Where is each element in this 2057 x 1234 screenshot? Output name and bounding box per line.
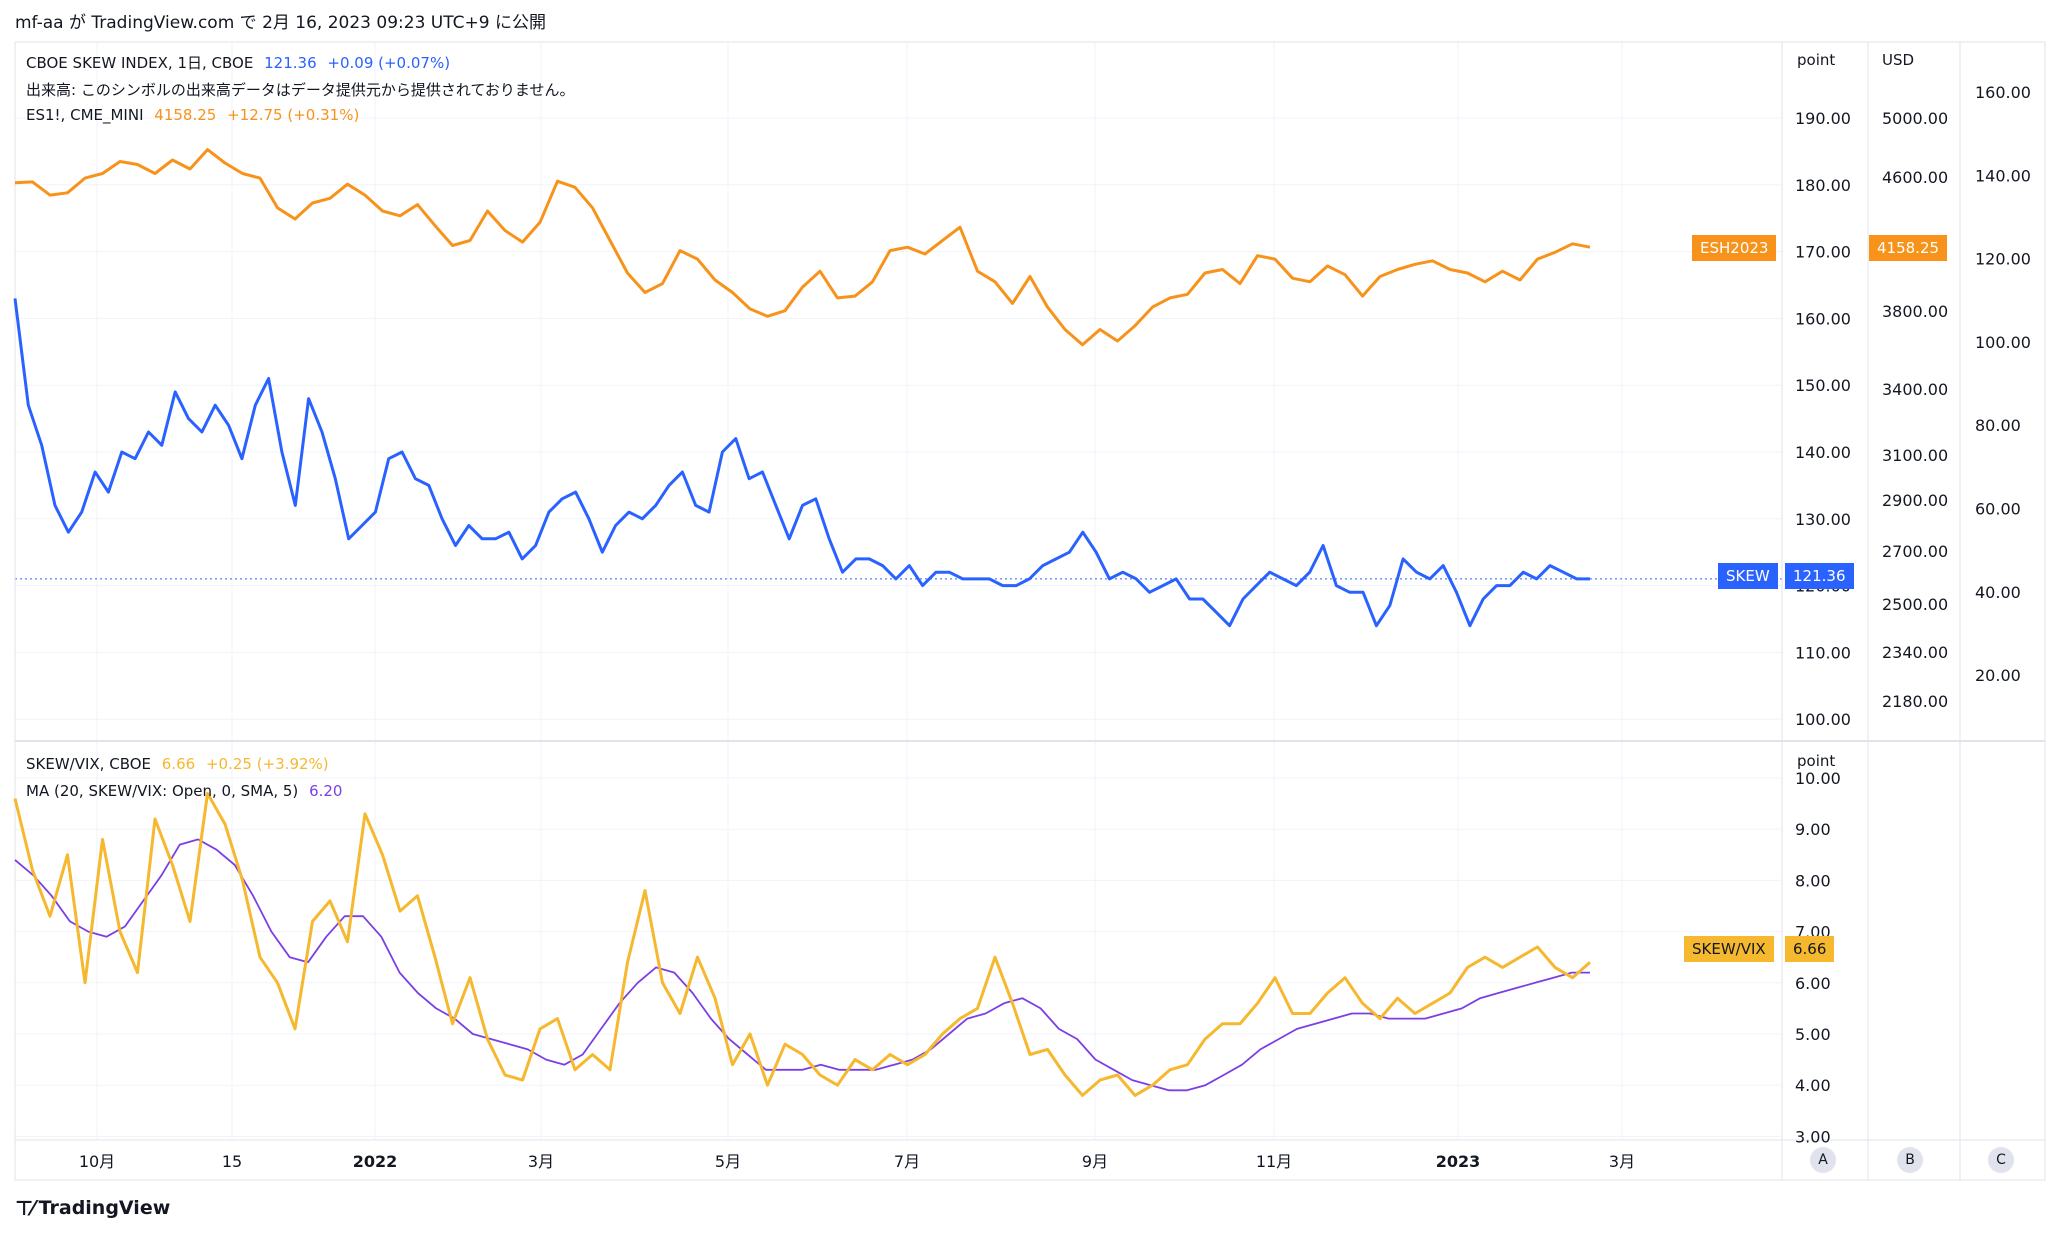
x-tick-label: 2023: [1436, 1152, 1481, 1171]
y-tick-third: 60.00: [1975, 500, 2021, 519]
skew-label-tag: SKEW: [1718, 563, 1778, 589]
legend-ma[interactable]: MA (20, SKEW/VIX: Open, 0, SMA, 5) 6.20: [26, 782, 348, 800]
legend-skew-price: 121.36: [264, 54, 317, 72]
y-tick-third: 120.00: [1975, 250, 2031, 269]
outer-frame: [14, 41, 2046, 1181]
legend-volume-note: 出来高: このシンボルの出来高データはデータ提供元から提供されておりません。: [26, 81, 575, 99]
y-tick-usd: 5000.00: [1882, 109, 1948, 128]
tradingview-logo-text: TradingView: [38, 1197, 171, 1219]
y-tick-point: 150.00: [1795, 376, 1851, 395]
legend-es-price: 4158.25: [154, 106, 217, 124]
y-tick-third: 160.00: [1975, 83, 2031, 102]
x-tick-label: 10月: [79, 1152, 115, 1171]
y-tick-lower: 8.00: [1795, 871, 1831, 890]
axis-title-point-lower: point: [1797, 752, 1836, 770]
legend-es-change: +12.75 (+0.31%): [227, 106, 360, 124]
series-group: [13, 148, 1591, 1097]
y-tick-point: 140.00: [1795, 443, 1851, 462]
axis-title-point: point: [1797, 51, 1836, 69]
y-tick-lower: 9.00: [1795, 820, 1831, 839]
legend-skew[interactable]: CBOE SKEW INDEX, 1日, CBOE 121.36 +0.09 (…: [26, 52, 456, 73]
x-tick-label: 5月: [715, 1152, 741, 1171]
es-label-tag: ESH2023: [1692, 235, 1777, 261]
legend-es[interactable]: ES1!, CME_MINI 4158.25 +12.75 (+0.31%): [26, 106, 365, 124]
y-tick-third: 100.00: [1975, 333, 2031, 352]
y-tick-usd: 2180.00: [1882, 692, 1948, 711]
legend-ratio-name: SKEW/VIX, CBOE: [26, 755, 152, 773]
x-tick-label: 3月: [528, 1152, 554, 1171]
y-tick-point: 190.00: [1795, 109, 1851, 128]
tradingview-logo-icon: ⊤⁄: [15, 1196, 35, 1220]
y-tick-lower: 10.00: [1795, 769, 1841, 788]
x-tick-label: 15: [222, 1152, 242, 1171]
y-tick-point: 180.00: [1795, 176, 1851, 195]
scale-button-c[interactable]: C: [1988, 1147, 2014, 1173]
ratio-line: [13, 791, 1591, 1097]
y-tick-lower: 4.00: [1795, 1076, 1831, 1095]
scale-button-a[interactable]: A: [1810, 1147, 1836, 1173]
grid-lines: [15, 42, 1782, 1140]
skew-line: [13, 298, 1590, 628]
y-tick-point: 110.00: [1795, 643, 1851, 662]
legend-es-name: ES1!, CME_MINI: [26, 106, 144, 124]
y-tick-third: 140.00: [1975, 166, 2031, 185]
legend-ratio-price: 6.66: [161, 755, 196, 773]
y-tick-third: 20.00: [1975, 666, 2021, 685]
y-tick-usd: 4600.00: [1882, 168, 1948, 187]
chart-frames: [14, 41, 2046, 1181]
ratio-label-tag: SKEW/VIX: [1684, 936, 1774, 962]
ratio-value-tag: 6.66: [1785, 936, 1835, 962]
y-tick-third: 80.00: [1975, 416, 2021, 435]
scale-button-b[interactable]: B: [1897, 1147, 1923, 1173]
x-tick-label: 11月: [1256, 1152, 1292, 1171]
y-tick-usd: 2900.00: [1882, 491, 1948, 510]
y-tick-lower: 3.00: [1795, 1127, 1831, 1146]
y-tick-usd: 3400.00: [1882, 380, 1948, 399]
y-tick-point: 160.00: [1795, 309, 1851, 328]
x-tick-label: 7月: [894, 1152, 920, 1171]
legend-ratio[interactable]: SKEW/VIX, CBOE 6.66 +0.25 (+3.92%): [26, 755, 335, 773]
es-value-tag: 4158.25: [1869, 235, 1948, 261]
y-tick-point: 100.00: [1795, 710, 1851, 729]
legend-ratio-change: +0.25 (+3.92%): [205, 755, 329, 773]
x-tick-label: 3月: [1609, 1152, 1635, 1171]
y-tick-lower: 5.00: [1795, 1025, 1831, 1044]
y-tick-point: 170.00: [1795, 243, 1851, 262]
y-tick-usd: 3100.00: [1882, 446, 1948, 465]
y-tick-usd: 2700.00: [1882, 542, 1948, 561]
y-tick-usd: 2500.00: [1882, 595, 1948, 614]
y-tick-usd: 3800.00: [1882, 302, 1948, 321]
y-tick-third: 40.00: [1975, 583, 2021, 602]
legend-ma-value: 6.20: [309, 782, 343, 800]
axis-title-usd: USD: [1882, 51, 1915, 69]
y-tick-lower: 6.00: [1795, 974, 1831, 993]
x-tick-label: 2022: [353, 1152, 398, 1171]
x-tick-label: 9月: [1082, 1152, 1108, 1171]
publish-header: mf-aa が TradingView.com で 2月 16, 2023 09…: [15, 13, 546, 33]
legend-ma-name: MA (20, SKEW/VIX: Open, 0, SMA, 5): [26, 782, 299, 800]
y-tick-usd: 2340.00: [1882, 643, 1948, 662]
skew-value-tag: 121.36: [1785, 563, 1854, 589]
y-tick-point: 130.00: [1795, 510, 1851, 529]
tradingview-logo[interactable]: ⊤⁄ TradingView: [15, 1196, 170, 1220]
es-line: [14, 148, 1591, 347]
legend-skew-name: CBOE SKEW INDEX, 1日, CBOE: [26, 54, 254, 72]
x-axis: 10月 15 2022 3月 5月 7月 9月 11月 2023 3月: [79, 1152, 1635, 1171]
ma-line: [14, 838, 1590, 1092]
legend-skew-change: +0.09 (+0.07%): [327, 54, 451, 72]
